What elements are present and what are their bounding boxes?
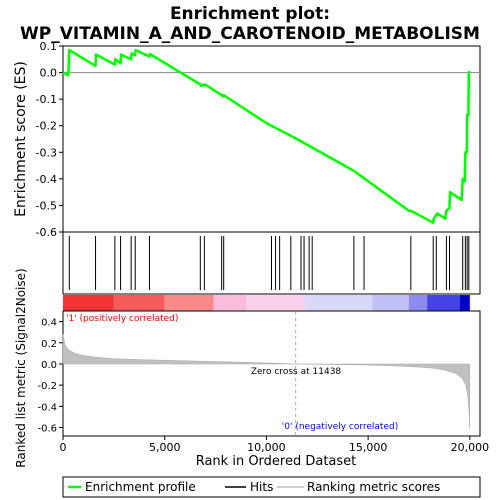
es-ytick-label: -0.5 [36,199,57,212]
neg-corr-label: '0' (negatively correlated) [282,422,398,432]
metric-ytick-label: 0.4 [41,318,57,329]
hits-panel [62,231,481,295]
metric-ytick-label: 0.2 [41,339,57,350]
zero-cross-label: Zero cross at 11438 [251,367,342,377]
x-tick-label: 15,000 [349,441,388,454]
metric-ytick-label: -0.6 [37,424,57,435]
es-panel-frame [62,45,481,233]
x-tick-label: 10,000 [247,441,286,454]
es-ytick-label: -0.2 [36,120,57,133]
es-ytick-label: -0.6 [36,226,57,239]
heat-segment [305,295,373,311]
chart-title-line1: Enrichment plot: [170,4,330,24]
es-panel: 0.1 0.0 -0.1 -0.2 -0.3 -0.4 -0.5 -0.6 Enrichmen… [13,40,481,239]
metric-ytick-label: -0.4 [37,402,57,413]
metric-area [62,334,471,430]
heat-segment [408,295,428,311]
es-ytick-label: 0.0 [40,67,58,80]
legend-metric-label: Ranking metric scores [307,480,440,494]
legend-enrichment-label: Enrichment profile [85,480,196,494]
heat-segment [427,295,460,311]
heat-segment [459,295,470,311]
chart-title-line2: WP_VITAMIN_A_AND_CAROTENOID_METABOLISM [20,24,480,44]
x-axis-label: Rank in Ordered Dataset [196,454,357,469]
heat-segment [213,295,247,311]
ranking-heat-strip [63,295,470,311]
x-tick-label: 20,000 [451,441,490,454]
heat-segment [164,295,214,311]
legend-hits-label: Hits [250,480,273,494]
heat-segment [113,295,165,311]
x-tick-label: 0 [60,441,67,454]
es-ylabel: Enrichment score (ES) [13,61,29,217]
heat-segment [372,295,409,311]
heat-segment [63,295,114,311]
x-tick-label: 5,000 [149,441,181,454]
es-ytick-label: 0.1 [40,40,58,53]
metric-panel-frame [62,310,481,437]
hit-markers [68,236,470,290]
es-line [62,48,471,224]
es-y-axis: 0.1 0.0 -0.1 -0.2 -0.3 -0.4 -0.5 -0.6 [36,40,63,239]
es-ytick-label: -0.4 [36,173,57,186]
legend-frame [62,476,481,498]
es-ytick-label: -0.3 [36,146,57,159]
metric-panel: 0.4 0.2 0.0 -0.2 -0.4 -0.6 '1' (positively co… [14,268,481,468]
metric-ylabel: Ranked list metric (Signal2Noise) [14,268,28,467]
metric-y-axis: 0.4 0.2 0.0 -0.2 -0.4 -0.6 [37,318,63,435]
legend: Enrichment profile Hits Ranking metric s… [62,476,481,498]
es-ytick-label: -0.1 [36,93,57,106]
pos-corr-label: '1' (positively correlated) [66,314,178,324]
x-axis: 0 5,000 10,000 15,000 20,000 [60,436,490,454]
metric-ytick-label: -0.2 [37,381,57,392]
metric-ytick-label: 0.0 [41,360,57,371]
heat-segment [246,295,306,311]
